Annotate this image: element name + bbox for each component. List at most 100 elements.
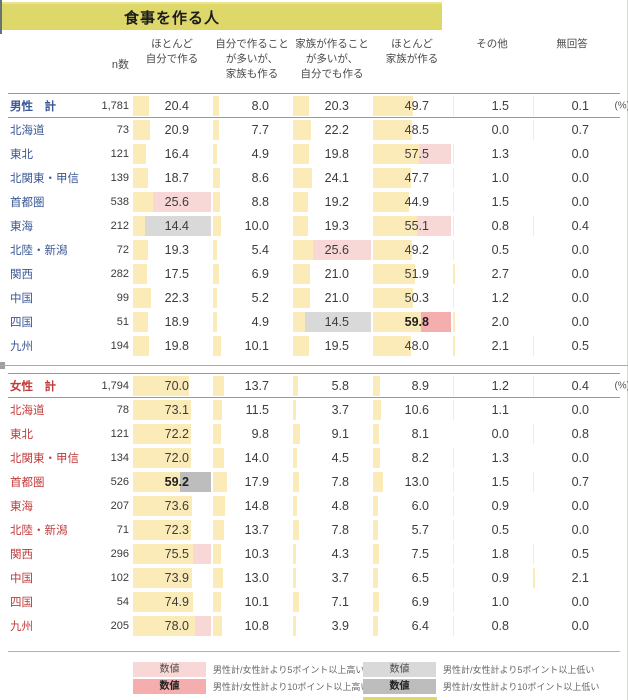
value-bar bbox=[293, 400, 296, 420]
value-text: 1.8 bbox=[491, 547, 509, 561]
value-text: 1.2 bbox=[491, 291, 509, 305]
value-text: 8.9 bbox=[411, 378, 429, 393]
value-bar bbox=[133, 95, 150, 116]
value-text: 1.0 bbox=[491, 171, 509, 185]
value-cell: 7.5 bbox=[372, 542, 452, 566]
value-text: 7.8 bbox=[331, 475, 349, 489]
value-cell: 19.5 bbox=[292, 334, 372, 358]
value-cell: 0.0 bbox=[532, 614, 612, 638]
value-text: 59.2 bbox=[164, 475, 189, 489]
value-text: 0.4 bbox=[571, 378, 589, 393]
value-bar bbox=[533, 472, 534, 492]
value-cell: 57.5 bbox=[372, 142, 452, 166]
value-bar bbox=[133, 472, 181, 492]
value-bar bbox=[213, 424, 221, 444]
value-bar bbox=[213, 240, 218, 260]
value-text: 1.2 bbox=[491, 378, 509, 393]
value-text: 4.5 bbox=[331, 451, 349, 465]
row-label: 東北 bbox=[10, 149, 33, 161]
value-text: 0.0 bbox=[491, 123, 509, 137]
value-text: 20.9 bbox=[164, 123, 189, 137]
value-text: 8.0 bbox=[251, 98, 269, 113]
value-bar bbox=[453, 616, 454, 636]
value-text: 72.3 bbox=[164, 523, 189, 537]
value-text: 19.8 bbox=[164, 339, 189, 353]
value-text: 49.2 bbox=[404, 243, 429, 257]
value-cell: 0.0 bbox=[532, 590, 612, 614]
value-text: 7.1 bbox=[331, 595, 349, 609]
value-cell: 7.7 bbox=[212, 118, 292, 142]
value-bar bbox=[293, 95, 310, 116]
n-value: 296 bbox=[110, 548, 129, 560]
value-bar bbox=[373, 144, 419, 164]
answer-column-header: 無回答 bbox=[556, 38, 588, 50]
value-text: 22.3 bbox=[164, 291, 189, 305]
table-row: 首都圏 526 59.2 17.9 7.8 13.0 1.5 0.7 bbox=[8, 470, 620, 494]
value-bar bbox=[453, 216, 454, 236]
value-bar bbox=[373, 424, 380, 444]
value-cell: 75.5 bbox=[132, 542, 212, 566]
value-cell: 1.1 bbox=[452, 398, 532, 422]
value-text: 0.8 bbox=[491, 619, 509, 633]
value-text: 19.5 bbox=[324, 339, 349, 353]
value-text: 14.8 bbox=[244, 499, 269, 513]
value-cell: 0.0 bbox=[532, 262, 612, 286]
value-cell: 10.3 bbox=[212, 542, 292, 566]
value-bar bbox=[453, 375, 454, 396]
value-text: 4.9 bbox=[251, 315, 269, 329]
value-text: 1.0 bbox=[491, 595, 509, 609]
value-cell: 0.0 bbox=[532, 142, 612, 166]
value-text: 0.0 bbox=[571, 267, 589, 281]
value-bar bbox=[373, 616, 379, 636]
value-text: 3.9 bbox=[331, 619, 349, 633]
value-bar bbox=[373, 312, 421, 332]
value-bar bbox=[373, 448, 380, 468]
value-text: 10.6 bbox=[404, 403, 429, 417]
value-text: 50.3 bbox=[404, 291, 429, 305]
row-label: 関西 bbox=[10, 549, 33, 561]
row-label: 関西 bbox=[10, 269, 33, 281]
value-text: 73.9 bbox=[164, 571, 189, 585]
value-cell: 10.6 bbox=[372, 398, 452, 422]
value-bar bbox=[213, 375, 224, 396]
n-value: 134 bbox=[110, 452, 129, 464]
value-bar bbox=[213, 144, 217, 164]
value-bar bbox=[133, 544, 194, 564]
value-bar bbox=[133, 520, 191, 540]
value-text: 5.4 bbox=[251, 243, 269, 257]
n-value: 78 bbox=[116, 404, 129, 416]
value-cell: 6.0 bbox=[372, 494, 452, 518]
n-value: 1,781 bbox=[101, 99, 129, 112]
n-value: 99 bbox=[116, 292, 129, 304]
n-value: 1,794 bbox=[101, 379, 129, 392]
value-text: 48.5 bbox=[404, 123, 429, 137]
value-bar bbox=[213, 192, 221, 212]
value-text: 47.7 bbox=[404, 171, 429, 185]
value-text: 22.2 bbox=[324, 123, 349, 137]
value-bar bbox=[213, 472, 228, 492]
value-bar bbox=[133, 120, 150, 140]
value-text: 3.7 bbox=[331, 571, 349, 585]
value-bar bbox=[293, 448, 297, 468]
highlight-background bbox=[293, 312, 371, 332]
value-text: 0.0 bbox=[571, 523, 589, 537]
value-cell: 1.3 bbox=[452, 446, 532, 470]
value-cell: 19.2 bbox=[292, 190, 372, 214]
value-cell: 78.0 bbox=[132, 614, 212, 638]
value-bar bbox=[453, 312, 455, 332]
value-cell: 0.0 bbox=[532, 286, 612, 310]
value-text: 1.3 bbox=[491, 451, 509, 465]
value-text: 10.8 bbox=[244, 619, 269, 633]
value-text: 20.4 bbox=[164, 98, 189, 113]
value-bar bbox=[213, 336, 222, 356]
value-cell: 20.9 bbox=[132, 118, 212, 142]
value-text: 0.0 bbox=[571, 147, 589, 161]
value-text: 9.1 bbox=[331, 427, 349, 441]
value-cell: 1.0 bbox=[452, 590, 532, 614]
value-text: 8.1 bbox=[411, 427, 429, 441]
value-bar bbox=[373, 288, 414, 308]
value-cell: 0.7 bbox=[532, 470, 612, 494]
value-cell: 2.1 bbox=[532, 566, 612, 590]
value-cell: 13.0 bbox=[372, 470, 452, 494]
value-text: 25.6 bbox=[324, 243, 349, 257]
